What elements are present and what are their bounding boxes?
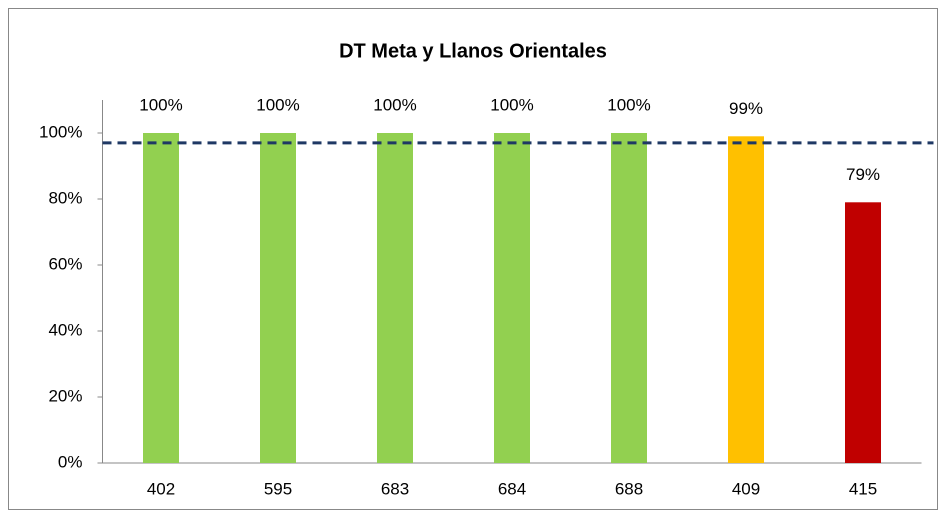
x-tick-label: 683 [381, 479, 409, 498]
bar [143, 133, 179, 463]
chart-title: DT Meta y Llanos Orientales [339, 40, 607, 62]
data-label: 100% [607, 95, 650, 114]
x-tick-label: 684 [498, 479, 526, 498]
x-tick-label: 415 [849, 479, 877, 498]
y-tick-label: 80% [48, 188, 82, 207]
data-label: 100% [373, 95, 416, 114]
y-tick-label: 20% [48, 386, 82, 405]
data-label: 100% [256, 95, 299, 114]
x-tick-label: 402 [147, 479, 175, 498]
x-tick-label: 595 [264, 479, 292, 498]
bar [728, 136, 764, 464]
bar [377, 133, 413, 463]
y-tick-label: 60% [48, 254, 82, 273]
bar [494, 133, 530, 463]
x-tick-label: 409 [732, 479, 760, 498]
bar [260, 133, 296, 463]
y-tick-label: 0% [58, 452, 83, 471]
data-label: 100% [490, 95, 533, 114]
y-tick-label: 40% [48, 320, 82, 339]
bar [845, 202, 881, 464]
data-label: 79% [846, 165, 880, 184]
data-label: 100% [139, 95, 182, 114]
x-tick-label: 688 [615, 479, 643, 498]
y-tick-label: 100% [39, 122, 82, 141]
bar [611, 133, 647, 463]
data-label: 99% [729, 99, 763, 118]
